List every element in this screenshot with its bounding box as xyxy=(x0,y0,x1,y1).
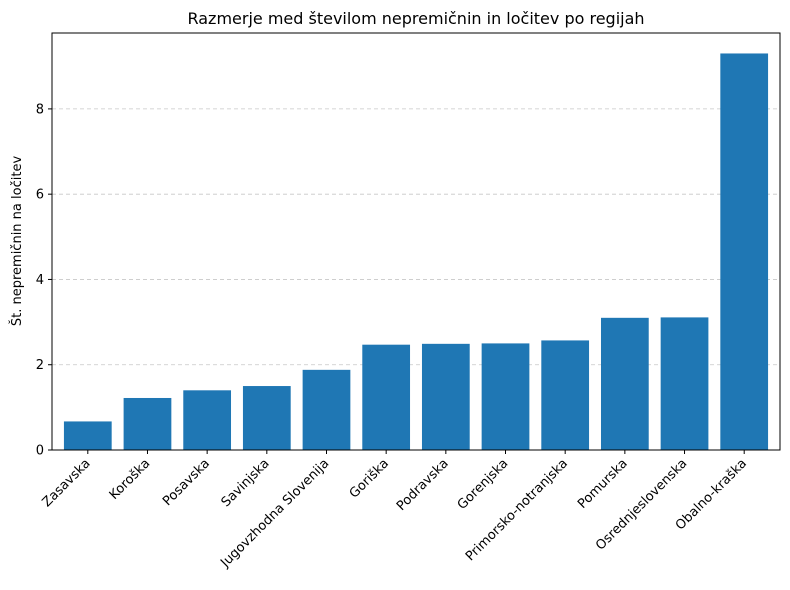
bar-savinjska xyxy=(242,386,291,450)
x-tick-label: Posavska xyxy=(160,456,213,509)
y-tick-label: 0 xyxy=(36,444,44,459)
x-tick-label: Savinjska xyxy=(219,456,273,510)
x-tick-label: Koroška xyxy=(107,456,154,503)
bar-primorsko-notranjska xyxy=(541,340,590,450)
bar-koroška xyxy=(123,397,172,450)
x-tick-label: Jugovzhodna Slovenija xyxy=(217,456,332,571)
x-axis-ticks: Zasavska Koroška Posavska SavinjskaJugovzho… xyxy=(40,450,750,571)
bar-osrednjeslovenska xyxy=(660,317,709,450)
plot-frame xyxy=(51,32,781,451)
bar-jugovzhodna-slovenija xyxy=(302,369,351,450)
bar-goriška xyxy=(362,344,411,450)
y-tick-label: 4 xyxy=(36,273,44,288)
x-tick-label: Podravska xyxy=(394,456,452,514)
grid-lines xyxy=(52,108,780,366)
x-tick-label: Goriška xyxy=(347,456,392,501)
bar-obalno-kraška xyxy=(720,53,769,451)
bar-podravska xyxy=(421,343,470,450)
y-axis-ticks: 0 2 4 6 8 xyxy=(36,102,52,459)
bar-pomurska xyxy=(600,317,649,450)
bars xyxy=(63,53,769,451)
bar-gorenjska xyxy=(481,343,530,450)
bar-posavska xyxy=(183,390,232,450)
y-axis-label: Št. nepremičnin na ločitev xyxy=(9,156,25,327)
y-tick-label: 8 xyxy=(36,102,44,117)
x-tick-label: Zasavska xyxy=(40,456,94,510)
x-tick-label: Gorenjska xyxy=(455,456,512,513)
x-tick-label: Primorsko-notranjska xyxy=(463,456,571,564)
chart-title: Razmerje med številom nepremičnin in loč… xyxy=(187,9,644,28)
x-tick-label: Pomurska xyxy=(575,456,631,512)
y-tick-label: 6 xyxy=(36,188,44,203)
y-tick-label: 2 xyxy=(36,358,44,373)
bar-zasavska xyxy=(63,421,112,450)
